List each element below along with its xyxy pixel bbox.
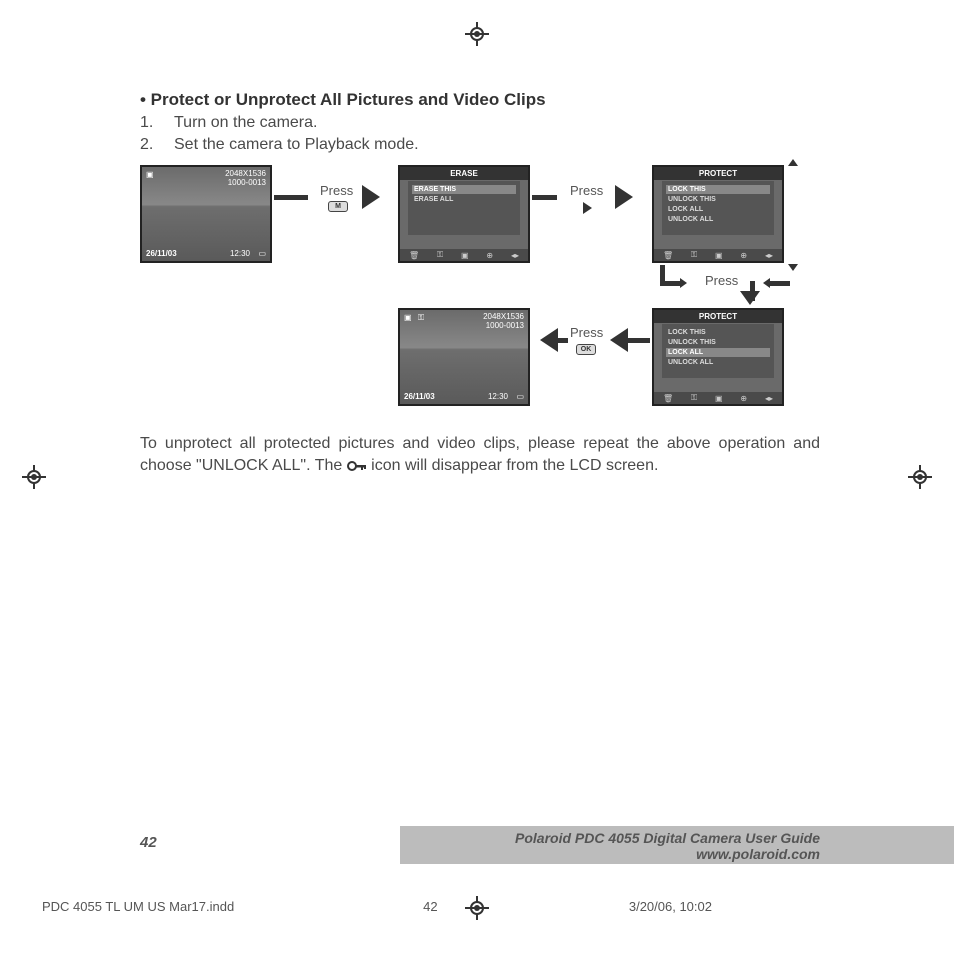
key-icon: ⚿ bbox=[691, 393, 697, 403]
nav-icon: ◂▸ bbox=[765, 251, 773, 260]
nav-icon: ◂▸ bbox=[765, 394, 773, 403]
protect-menu-title: PROTECT bbox=[654, 310, 782, 323]
press-label-1: Press bbox=[320, 183, 353, 198]
guide-url: www.polaroid.com bbox=[696, 846, 820, 862]
zoom-icon: ⊕ bbox=[740, 251, 747, 260]
menu-item: LOCK THIS bbox=[666, 328, 770, 337]
camera-preview-1: ▣ 2048X1536 1000-0013 26/11/03 12:30 ▭ bbox=[140, 165, 272, 263]
file-no-text: 1000-0013 bbox=[228, 178, 266, 187]
menu-bar: 🗑 ⚿ ▣ ⊕ ◂▸ bbox=[400, 249, 528, 261]
press-label-4: Press bbox=[570, 325, 603, 340]
arrow-right-1 bbox=[362, 185, 380, 209]
step-1: 1. Turn on the camera. bbox=[140, 112, 820, 134]
print-datetime: 3/20/06, 10:02 bbox=[629, 899, 712, 914]
menu-item: LOCK ALL bbox=[666, 205, 770, 214]
menu-item: ERASE ALL bbox=[412, 195, 516, 204]
key-icon: ⚿ bbox=[437, 250, 443, 260]
battery-icon: ▭ bbox=[516, 392, 524, 401]
bent-arrow-head bbox=[763, 278, 770, 288]
resolution-text: 2048X1536 bbox=[483, 312, 524, 321]
play-icon: ▣ bbox=[146, 170, 154, 179]
body-text-2: icon will disappear from the LCD screen. bbox=[367, 457, 659, 474]
menu-bar: 🗑 ⚿ ▣ ⊕ ◂▸ bbox=[654, 392, 782, 404]
menu-item: UNLOCK ALL bbox=[666, 358, 770, 367]
nav-icon: ◂▸ bbox=[511, 251, 519, 260]
protect-menu-2: PROTECT LOCK THIS UNLOCK THIS LOCK ALL U… bbox=[652, 308, 784, 406]
press-label-3: Press bbox=[705, 273, 738, 288]
menu-item: UNLOCK THIS bbox=[666, 338, 770, 347]
step-text: Turn on the camera. bbox=[174, 112, 317, 134]
down-triangle-icon bbox=[788, 264, 798, 271]
step-num: 2. bbox=[140, 134, 174, 156]
footer-band: Polaroid PDC 4055 Digital Camera User Gu… bbox=[400, 826, 954, 864]
resolution-text: 2048X1536 bbox=[225, 169, 266, 178]
guide-title: Polaroid PDC 4055 Digital Camera User Gu… bbox=[515, 830, 820, 846]
battery-icon: ▭ bbox=[258, 249, 266, 258]
menu-item: UNLOCK THIS bbox=[666, 195, 770, 204]
up-triangle-icon bbox=[788, 159, 798, 166]
trash-icon: 🗑 bbox=[663, 251, 673, 260]
file-no-text: 1000-0013 bbox=[486, 321, 524, 330]
step-2: 2. Set the camera to Playback mode. bbox=[140, 134, 820, 156]
step-text: Set the camera to Playback mode. bbox=[174, 134, 419, 156]
zoom-icon: ⊕ bbox=[486, 251, 493, 260]
arrow-left-1 bbox=[610, 328, 628, 352]
menu-item: ERASE THIS bbox=[412, 185, 516, 194]
bent-arrow-head bbox=[680, 278, 687, 288]
arrow-line bbox=[274, 195, 308, 200]
key-icon: ⚿ bbox=[691, 250, 697, 260]
menu-item: LOCK ALL bbox=[666, 348, 770, 357]
copy-icon: ▣ bbox=[715, 251, 723, 260]
lock-icon: ⚿ bbox=[418, 313, 424, 323]
bent-line bbox=[660, 281, 680, 286]
menu-item: LOCK THIS bbox=[666, 185, 770, 194]
bent-line bbox=[770, 281, 790, 286]
steps-list: 1. Turn on the camera. 2. Set the camera… bbox=[140, 112, 820, 155]
erase-menu-screen: ERASE ERASE THIS ERASE ALL 🗑 ⚿ ▣ ⊕ ◂▸ bbox=[398, 165, 530, 263]
arrow-left-2 bbox=[540, 328, 558, 352]
arrow-down bbox=[740, 291, 760, 305]
regmark-left bbox=[22, 465, 46, 489]
key-inline-icon bbox=[347, 460, 367, 472]
protect-menu-title: PROTECT bbox=[654, 167, 782, 180]
copy-icon: ▣ bbox=[461, 251, 469, 260]
regmark-top bbox=[465, 22, 489, 46]
copy-icon: ▣ bbox=[715, 394, 723, 403]
m-button-icon: M bbox=[328, 201, 348, 212]
menu-bar: 🗑 ⚿ ▣ ⊕ ◂▸ bbox=[654, 249, 782, 261]
date-text: 26/11/03 bbox=[146, 249, 177, 258]
right-triangle-icon bbox=[583, 202, 592, 214]
section-heading: • Protect or Unprotect All Pictures and … bbox=[140, 90, 820, 110]
regmark-right bbox=[908, 465, 932, 489]
arrow-line bbox=[558, 338, 568, 343]
zoom-icon: ⊕ bbox=[740, 394, 747, 403]
time-text: 12:30 bbox=[488, 392, 508, 401]
time-text: 12:30 bbox=[230, 249, 250, 258]
page-footer: 42 Polaroid PDC 4055 Digital Camera User… bbox=[140, 824, 820, 864]
menu-item: UNLOCK ALL bbox=[666, 215, 770, 224]
step-num: 1. bbox=[140, 112, 174, 134]
menu-body: LOCK THIS UNLOCK THIS LOCK ALL UNLOCK AL… bbox=[662, 324, 774, 378]
play-icon: ▣ bbox=[404, 313, 412, 322]
press-label-2: Press bbox=[570, 183, 603, 198]
menu-body: LOCK THIS UNLOCK THIS LOCK ALL UNLOCK AL… bbox=[662, 181, 774, 235]
flow-diagram: ▣ 2048X1536 1000-0013 26/11/03 12:30 ▭ P… bbox=[140, 165, 820, 415]
arrow-line bbox=[628, 338, 650, 343]
arrow-right-2 bbox=[615, 185, 633, 209]
print-meta-line: PDC 4055 TL UM US Mar17.indd 42 3/20/06,… bbox=[42, 899, 912, 914]
body-paragraph: To unprotect all protected pictures and … bbox=[140, 433, 820, 476]
page-number: 42 bbox=[140, 834, 157, 851]
print-page: 42 bbox=[423, 899, 437, 914]
arrow-line bbox=[532, 195, 557, 200]
protect-menu-1: PROTECT LOCK THIS UNLOCK THIS LOCK ALL U… bbox=[652, 165, 784, 263]
trash-icon: 🗑 bbox=[663, 394, 673, 403]
camera-preview-2: ▣ ⚿ 2048X1536 1000-0013 26/11/03 12:30 ▭ bbox=[398, 308, 530, 406]
erase-menu-title: ERASE bbox=[400, 167, 528, 180]
ok-button-icon: OK bbox=[576, 344, 596, 355]
menu-body: ERASE THIS ERASE ALL bbox=[408, 181, 520, 235]
trash-icon: 🗑 bbox=[409, 251, 419, 260]
print-filename: PDC 4055 TL UM US Mar17.indd bbox=[42, 899, 234, 914]
page-content: • Protect or Unprotect All Pictures and … bbox=[140, 90, 820, 476]
date-text: 26/11/03 bbox=[404, 392, 435, 401]
